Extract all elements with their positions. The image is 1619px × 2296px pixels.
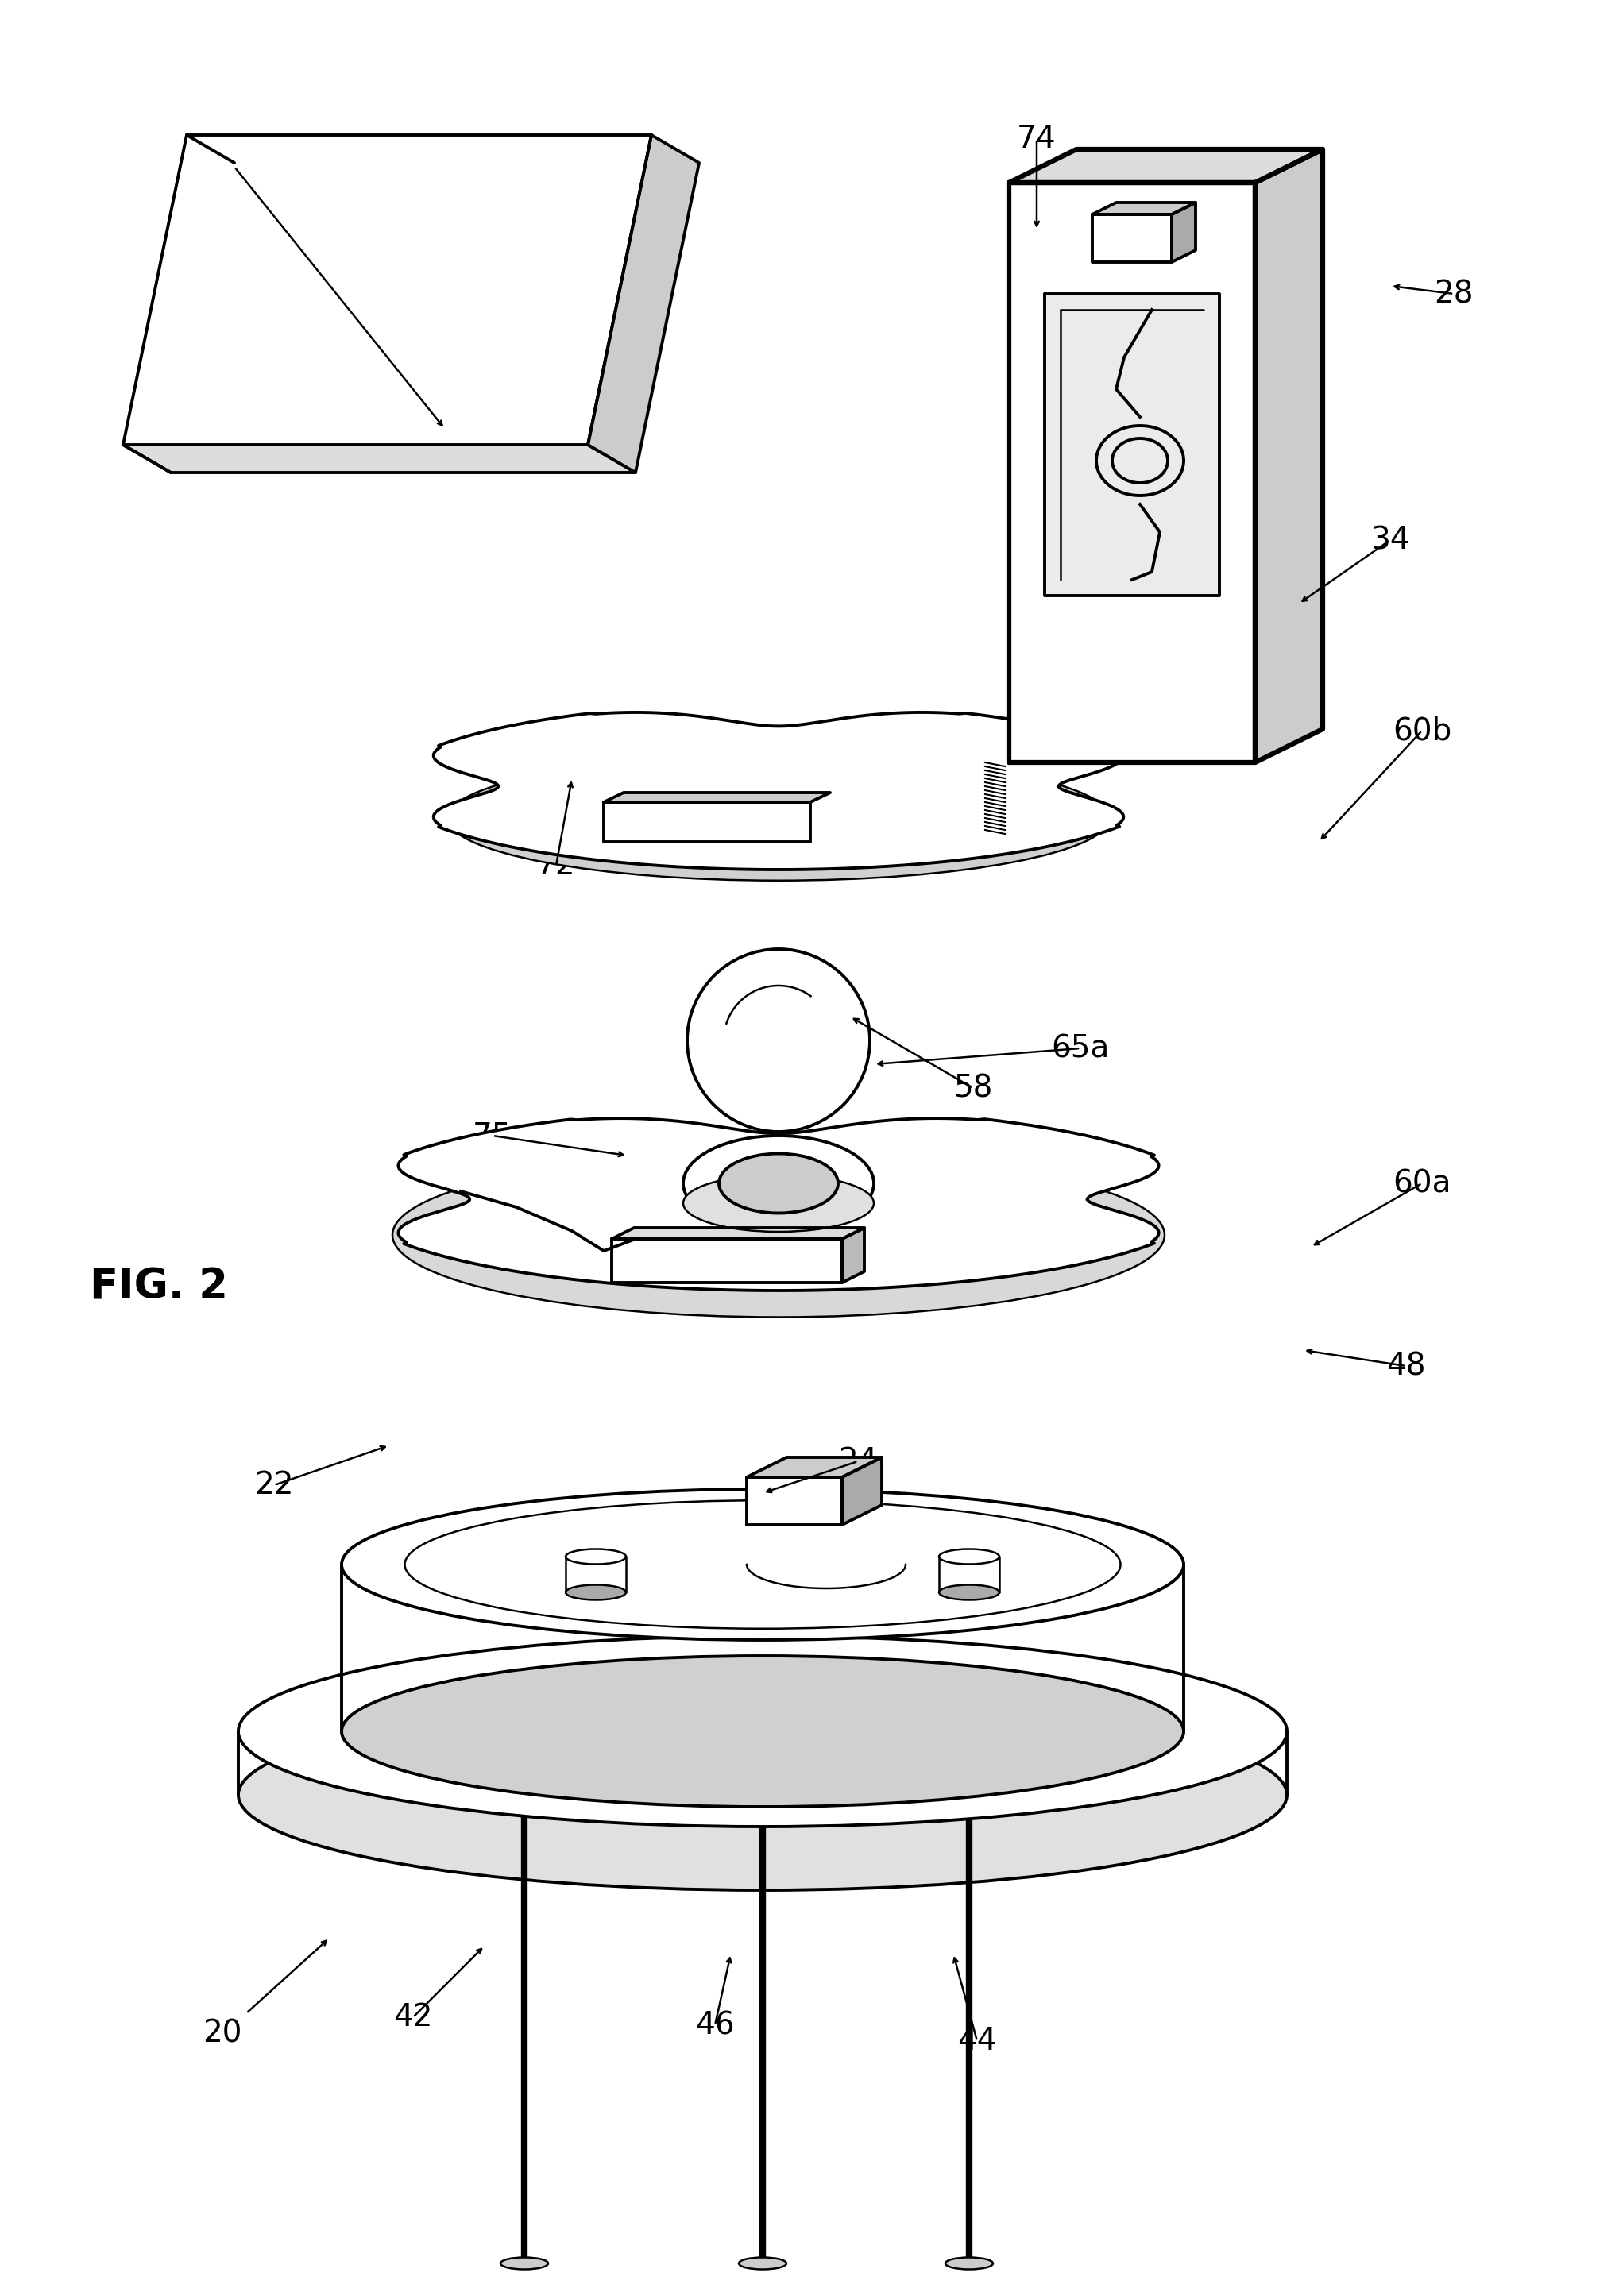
Polygon shape <box>612 1228 865 1240</box>
Text: 58: 58 <box>954 1072 992 1102</box>
Ellipse shape <box>565 1584 627 1600</box>
Ellipse shape <box>738 1798 787 1807</box>
Text: 60a: 60a <box>1392 1169 1451 1199</box>
Polygon shape <box>842 1458 882 1525</box>
Polygon shape <box>434 712 1124 870</box>
Ellipse shape <box>939 1584 999 1600</box>
Polygon shape <box>1009 184 1255 762</box>
Text: 75: 75 <box>473 1120 512 1150</box>
Ellipse shape <box>945 2257 992 2268</box>
Polygon shape <box>1255 149 1323 762</box>
Text: 72: 72 <box>536 850 576 882</box>
Text: 44: 44 <box>957 2025 997 2057</box>
Ellipse shape <box>939 1550 999 1564</box>
Ellipse shape <box>238 1637 1287 1828</box>
Text: 65a: 65a <box>1051 1033 1109 1063</box>
Ellipse shape <box>392 1153 1164 1318</box>
Text: 42: 42 <box>393 2002 432 2032</box>
Text: 30: 30 <box>215 152 254 181</box>
Polygon shape <box>398 1118 1159 1290</box>
Ellipse shape <box>342 1655 1183 1807</box>
Polygon shape <box>1093 214 1172 262</box>
Polygon shape <box>1172 202 1195 262</box>
Ellipse shape <box>238 1699 1287 1890</box>
Text: 46: 46 <box>695 2009 735 2041</box>
Text: FIG. 2: FIG. 2 <box>89 1265 228 1306</box>
Ellipse shape <box>500 1798 549 1807</box>
Ellipse shape <box>405 1499 1120 1628</box>
Polygon shape <box>588 135 699 473</box>
Ellipse shape <box>342 1490 1183 1639</box>
Text: 24: 24 <box>839 1446 877 1476</box>
Polygon shape <box>1093 202 1195 214</box>
Ellipse shape <box>686 948 869 1132</box>
Polygon shape <box>123 445 636 473</box>
Polygon shape <box>612 1240 842 1283</box>
Text: 60b: 60b <box>1392 716 1452 746</box>
Polygon shape <box>604 801 810 843</box>
Text: 20: 20 <box>202 2018 243 2048</box>
Ellipse shape <box>719 1153 839 1212</box>
Ellipse shape <box>500 2257 549 2268</box>
Text: 34: 34 <box>1371 526 1410 556</box>
Ellipse shape <box>738 2257 787 2268</box>
Polygon shape <box>123 135 651 445</box>
Polygon shape <box>746 1476 842 1525</box>
Polygon shape <box>842 1228 865 1283</box>
Text: 74: 74 <box>1017 124 1057 154</box>
Ellipse shape <box>447 755 1109 882</box>
Ellipse shape <box>565 1550 627 1564</box>
Polygon shape <box>604 792 831 801</box>
Polygon shape <box>1009 149 1323 184</box>
Text: 48: 48 <box>1386 1350 1426 1382</box>
Ellipse shape <box>683 1176 874 1231</box>
Polygon shape <box>746 1458 882 1476</box>
Polygon shape <box>1044 294 1219 595</box>
Ellipse shape <box>945 1798 992 1807</box>
Text: 22: 22 <box>254 1469 293 1499</box>
Text: 28: 28 <box>1434 278 1473 310</box>
Ellipse shape <box>683 1137 874 1231</box>
